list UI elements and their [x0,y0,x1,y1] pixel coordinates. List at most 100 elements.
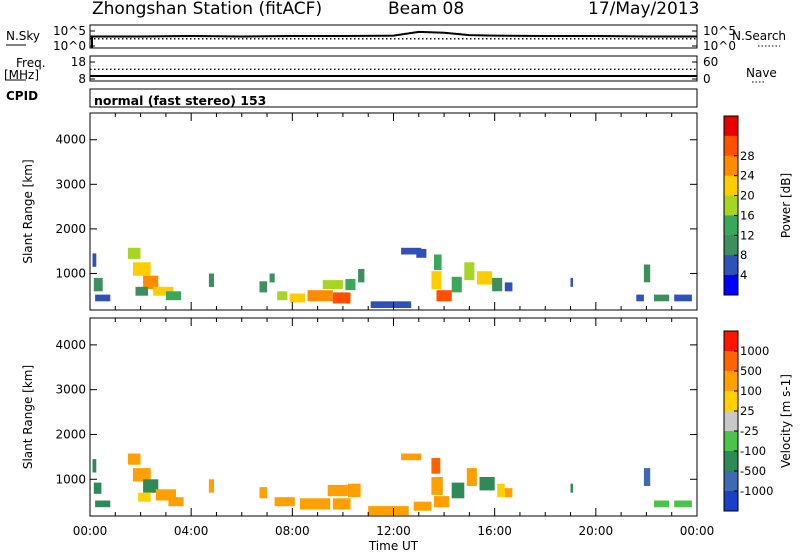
colorbar-tick: -25 [740,424,759,438]
x-tick-label: 00:00 [680,524,715,538]
data-cell [92,253,97,267]
colorbar-tick: 500 [740,364,762,378]
colorbar-tick: 100 [740,384,762,398]
colorbar-tick: 16 [740,208,755,222]
x-axis-label: Time UT [368,539,419,553]
data-cell [95,294,111,302]
series-n-sky [90,30,697,38]
colorbar-swatch [724,331,738,352]
velocity-frame [89,317,698,517]
data-cell [277,291,288,301]
nave-label: Nave [746,66,777,80]
data-cell [93,277,103,292]
data-cell [133,468,151,482]
frequency-frame [89,55,698,82]
data-cell [138,492,151,502]
data-cell [636,294,644,302]
data-cell [307,290,333,302]
data-cell [413,501,432,511]
x-tick-label: 00:00 [73,524,108,538]
cpid-text: normal (fast stereo) 153 [94,93,267,108]
frequency-panel: 18 8 60 0 [71,55,719,86]
data-cell [269,273,275,283]
data-cell [143,275,159,290]
data-cell [451,276,462,293]
tick-label: 8 [78,72,86,86]
data-cell [401,247,422,255]
colorbar-swatch [724,215,738,236]
y-tick-label: 4000 [55,338,86,352]
colorbar-swatch [724,351,738,372]
freq-label: Freq. [16,56,46,70]
power-frame [89,112,698,311]
colorbar-swatch [724,371,738,392]
x-tick-label: 20:00 [579,524,614,538]
colorbar-swatch [724,175,738,197]
data-cell [466,468,477,486]
data-cell [492,277,503,292]
y-tick-label: 1000 [55,472,86,486]
data-cell [436,290,452,302]
tick-label: 18 [71,55,86,69]
tick-label: 10^0 [53,39,86,53]
tick-label: 10^0 [703,39,736,53]
data-cell [368,506,409,516]
data-cell [654,294,670,302]
data-cell [497,483,505,498]
data-cell [299,498,331,510]
colorbar-tick: -500 [740,464,766,478]
y-tick-label: 2000 [55,222,86,236]
y-tick-label: 1000 [55,266,86,280]
data-cell [570,277,573,287]
colorbar-tick: 12 [740,228,755,242]
colorbar-swatch [724,431,738,452]
y-tick-label: 3000 [55,177,86,191]
data-cell [370,301,412,308]
data-cell [431,477,443,495]
data-cell [332,498,351,510]
data-cell [168,497,184,507]
colorbar-swatch [724,411,738,432]
data-cell [479,477,495,491]
y-axis-label: Slant Range [km] [21,159,35,263]
data-cell [259,487,268,499]
data-cell [451,482,465,499]
colorbar-swatch [724,255,738,276]
data-cell [327,484,348,497]
colorbar-frame [723,330,739,512]
beam-label: Beam 08 [388,0,465,19]
data-cell [674,294,692,302]
data-cell [259,281,268,293]
power-panel: 1000 2000 3000 4000 Slant Range [km] [21,112,698,311]
velocity-colorbar: 1000 500 100 25 -25 -100 -500 -1000 Velocity [m … [723,330,793,512]
velocity-panel: 1000 2000 3000 4000 Slant Range [km] [21,317,698,517]
colorbar-swatch [724,135,738,157]
data-cell [643,264,651,283]
colorbar-swatch [724,116,738,137]
colorbar-tick: 20 [740,189,755,203]
colorbar-tick: 8 [740,248,747,262]
colorbar-swatch [724,451,738,472]
colorbar-tick: 1000 [740,344,769,358]
data-cell [165,291,182,301]
data-cell [274,497,295,507]
freq-unit-label: [MHz] [4,68,40,82]
data-cell [434,496,450,508]
data-cell [654,500,670,508]
colorbar-swatch [724,471,738,492]
data-cell [643,468,651,486]
data-cell [348,483,361,498]
time-axis: 00:00 04:00 08:00 12:00 16:00 20:00 00:00 Time … [73,524,715,553]
y-tick-label: 2000 [55,427,86,441]
colorbar-swatch [724,235,738,256]
date-label: 17/May/2013 [588,0,700,19]
station-title: Zhongshan Station (fitACF) [92,0,323,19]
data-cell [322,280,343,289]
colorbar-swatch [724,491,738,512]
data-cell [93,482,102,494]
x-tick-label: 16:00 [477,524,512,538]
data-cell [208,273,214,287]
colorbar-tick: 25 [740,404,755,418]
colorbar-label: Velocity [m s-1] [779,374,793,468]
